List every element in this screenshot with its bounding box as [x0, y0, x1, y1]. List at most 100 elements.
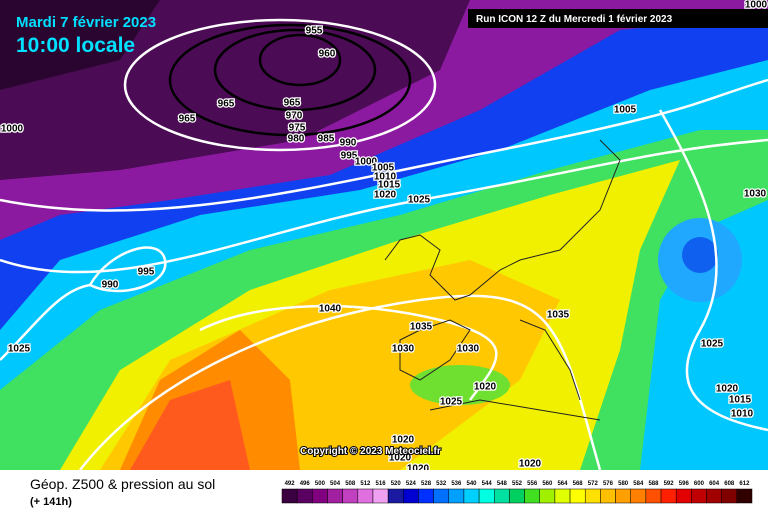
scale-cell — [448, 488, 465, 504]
scale-label: 496 — [300, 481, 311, 487]
scale-label: 564 — [557, 481, 568, 487]
isobar-label: 965 — [218, 99, 235, 110]
scale-label: 608 — [724, 481, 735, 487]
scale-cell — [372, 488, 389, 504]
isobar-label: 1030 — [457, 344, 480, 355]
scale-label: 580 — [618, 481, 629, 487]
isobar-label: 1010 — [731, 409, 754, 420]
map-background — [0, 0, 768, 470]
forecast-date: Mardi 7 février 2023 — [16, 14, 156, 31]
scale-cell — [554, 488, 571, 504]
scale-label: 528 — [421, 481, 432, 487]
scale-label: 508 — [345, 481, 356, 487]
isobar-label: 1000 — [355, 157, 378, 168]
scale-cell — [494, 488, 510, 504]
isobar-label: 990 — [340, 138, 357, 149]
scale-label: 552 — [512, 481, 523, 487]
isobar-label: 1035 — [410, 322, 433, 333]
isobar-label: 1025 — [8, 344, 31, 355]
scale-cell — [524, 488, 540, 504]
isobar-label: 995 — [341, 151, 358, 162]
coastlines — [384, 139, 621, 421]
isobar-label: 1015 — [378, 180, 401, 191]
isobar-label: 1030 — [744, 189, 767, 200]
scale-label: 568 — [573, 481, 584, 487]
scale-cell — [569, 488, 586, 504]
scale-label: 576 — [603, 481, 614, 487]
isobar-label: 1040 — [319, 304, 342, 315]
run-box — [468, 9, 768, 28]
isobar-label: 1010 — [374, 172, 397, 183]
scale-label: 492 — [285, 481, 296, 487]
isobar-label: 960 — [319, 49, 336, 60]
isobar-label: 1025 — [408, 195, 431, 206]
scale-label: 520 — [391, 481, 402, 487]
scale-label: 556 — [527, 481, 538, 487]
scale-cell — [509, 488, 525, 504]
scale-cell — [342, 488, 359, 504]
scale-label: 560 — [542, 481, 553, 487]
scale-cell — [296, 488, 313, 504]
isobar-label: 965 — [284, 98, 301, 109]
scale-cell — [327, 488, 343, 504]
isobar-label: 1015 — [729, 395, 752, 406]
isobar-label: 1020 — [519, 459, 542, 470]
scale-cell — [691, 488, 707, 504]
scale-cell — [645, 488, 662, 504]
scale-label: 540 — [467, 481, 478, 487]
scale-label: 600 — [694, 481, 705, 487]
forecast-time: 10:00 locale — [16, 34, 135, 57]
isobar-label: 1000 — [1, 124, 24, 135]
scale-label: 500 — [315, 481, 326, 487]
scale-cell — [312, 488, 328, 504]
scale-cell — [675, 488, 692, 504]
isobar-label: 1035 — [547, 310, 570, 321]
scale-label: 612 — [739, 481, 750, 487]
isobar-label: 985 — [318, 134, 335, 145]
scale-label: 532 — [436, 481, 447, 487]
scale-label: 512 — [360, 481, 371, 487]
scale-cell — [281, 488, 298, 504]
isobar-label: 1020 — [374, 190, 397, 201]
scale-label: 504 — [330, 481, 341, 487]
isobar-label: 955 — [306, 26, 323, 37]
isobar-label: 1020 — [716, 384, 739, 395]
scale-cell — [357, 488, 374, 504]
scale-label: 596 — [679, 481, 690, 487]
scale-label: 604 — [709, 481, 720, 487]
scale-cell — [600, 488, 616, 504]
isobar-label: 980 — [288, 134, 305, 145]
scale-label: 572 — [588, 481, 599, 487]
scale-cell — [615, 488, 631, 504]
scale-cell — [478, 488, 495, 504]
scale-cell — [736, 488, 753, 504]
scale-label: 548 — [497, 481, 508, 487]
isobar-label: 970 — [286, 111, 303, 122]
isobar-label: 975 — [289, 123, 306, 134]
scale-label: 524 — [406, 481, 417, 487]
isobar-label: 990 — [102, 280, 119, 291]
isobar-label: 1020 — [392, 435, 415, 446]
scale-cell — [463, 488, 480, 504]
scale-label: 592 — [664, 481, 675, 487]
scale-cell — [630, 488, 647, 504]
scale-cell — [706, 488, 722, 504]
isobar-label: 1030 — [392, 344, 415, 355]
scale-label: 536 — [451, 481, 462, 487]
isobar-label: 1005 — [614, 105, 637, 116]
scale-cell — [387, 488, 404, 504]
isobar-label: 995 — [138, 267, 155, 278]
isobar-label: 1000 — [745, 0, 768, 11]
scale-cell — [403, 488, 419, 504]
color-scale: 492 496 500 504 508 512 516 520 524 528 532 536 540 5… — [281, 481, 753, 504]
isobar-label: 1020 — [474, 382, 497, 393]
copyright: Copyright © 2023 Meteociel.fr — [300, 446, 441, 457]
lead-time: (+ 141h) — [30, 496, 72, 508]
isobar-label: 965 — [179, 114, 196, 125]
scale-cell — [584, 488, 601, 504]
isobar-label: 1025 — [701, 339, 724, 350]
scale-cell — [418, 488, 434, 504]
scale-cell — [721, 488, 738, 504]
isobar-label: 1025 — [440, 397, 463, 408]
